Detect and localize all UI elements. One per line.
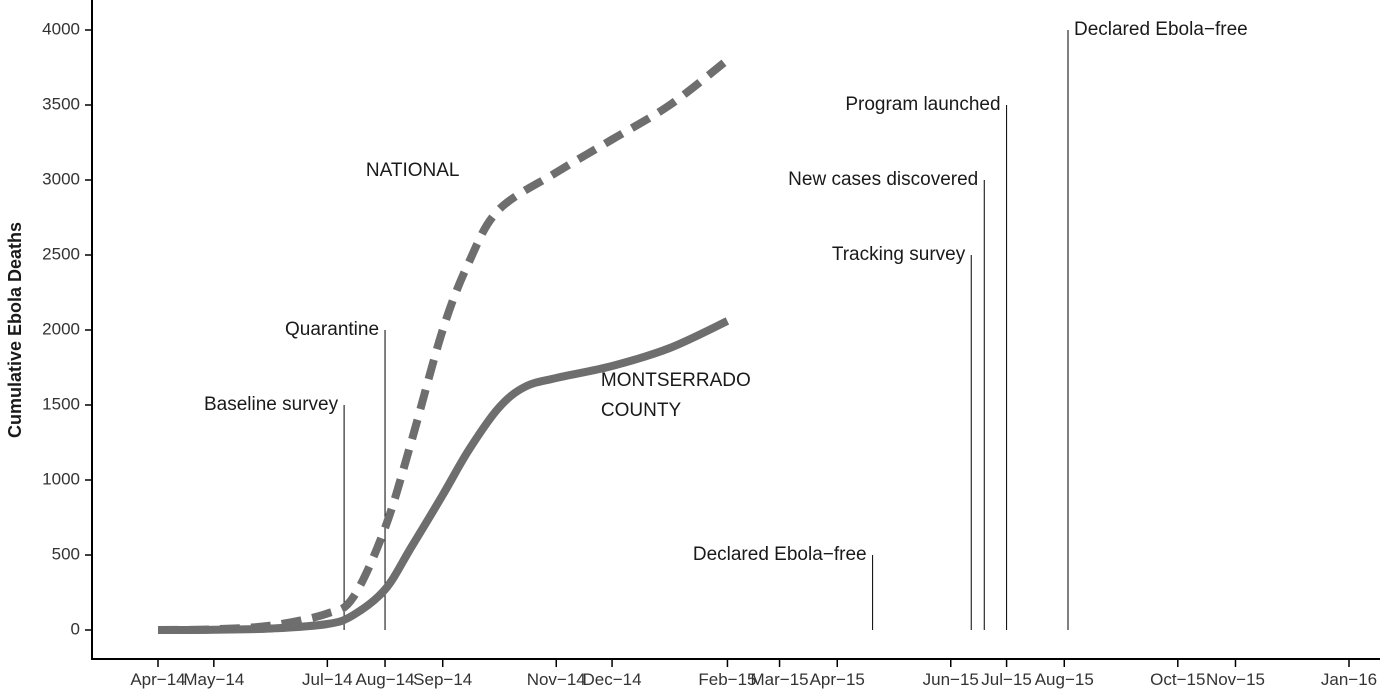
x-tick-label: Feb−15: [698, 670, 756, 689]
x-tick-label: Sep−14: [413, 670, 472, 689]
x-tick-label: Jun−15: [923, 670, 979, 689]
series-label-0: NATIONAL: [366, 160, 460, 181]
x-tick-label: Nov−15: [1206, 670, 1265, 689]
x-tick-label: Dec−14: [583, 670, 642, 689]
series-label-line: MONTSERRADO: [601, 370, 751, 391]
x-tick-label: May−14: [183, 670, 244, 689]
annotation-layer: Baseline survey Quarantine Declared Ebola−…: [204, 19, 1248, 630]
x-tick-label: Apr−15: [810, 670, 865, 689]
annotation-label: Tracking survey: [832, 244, 966, 265]
x-tick-label: Jul−15: [981, 670, 1032, 689]
series-label-line: COUNTY: [601, 400, 682, 421]
x-tick-label: Jan−16: [1321, 670, 1377, 689]
y-tick-label: 4000: [42, 19, 80, 38]
x-tick-label: Nov−14: [527, 670, 586, 689]
series-label-layer: NATIONAL MONTSERRADO COUNTY: [366, 160, 751, 421]
x-tick-label: Apr−14: [130, 670, 185, 689]
y-tick-label: 3500: [42, 94, 80, 113]
series-label-line: NATIONAL: [366, 160, 460, 181]
series-line-montserrado-county: [157, 317, 730, 634]
x-tick-label: Mar−15: [750, 670, 808, 689]
x-tick-label: Jul−14: [302, 670, 353, 689]
y-tick-label: 1000: [42, 469, 80, 488]
annotation-label: Quarantine: [285, 319, 379, 340]
y-ticks: 0 500 1000 1500 2000 2500 3000 3500 4000: [42, 19, 92, 638]
series-label-1: MONTSERRADO COUNTY: [601, 370, 751, 421]
y-tick-label: 2000: [42, 319, 80, 338]
x-tick-label: Aug−14: [355, 670, 414, 689]
y-tick-label: 3000: [42, 169, 80, 188]
series-line-national: [157, 56, 730, 634]
annotation-label: Baseline survey: [204, 394, 339, 415]
y-tick-label: 0: [71, 619, 80, 638]
series-layer: [157, 56, 730, 634]
annotation-label: Declared Ebola−free: [693, 544, 867, 565]
y-axis-title: Cumulative Ebola Deaths: [5, 222, 25, 438]
y-tick-label: 1500: [42, 394, 80, 413]
y-tick-label: 500: [52, 544, 80, 563]
annotation-label: Program launched: [845, 94, 1000, 115]
y-tick-label: 2500: [42, 244, 80, 263]
x-tick-label: Oct−15: [1150, 670, 1205, 689]
annotation-label: New cases discovered: [788, 169, 978, 190]
x-tick-label: Aug−15: [1035, 670, 1094, 689]
annotation-label: Declared Ebola−free: [1074, 19, 1248, 40]
